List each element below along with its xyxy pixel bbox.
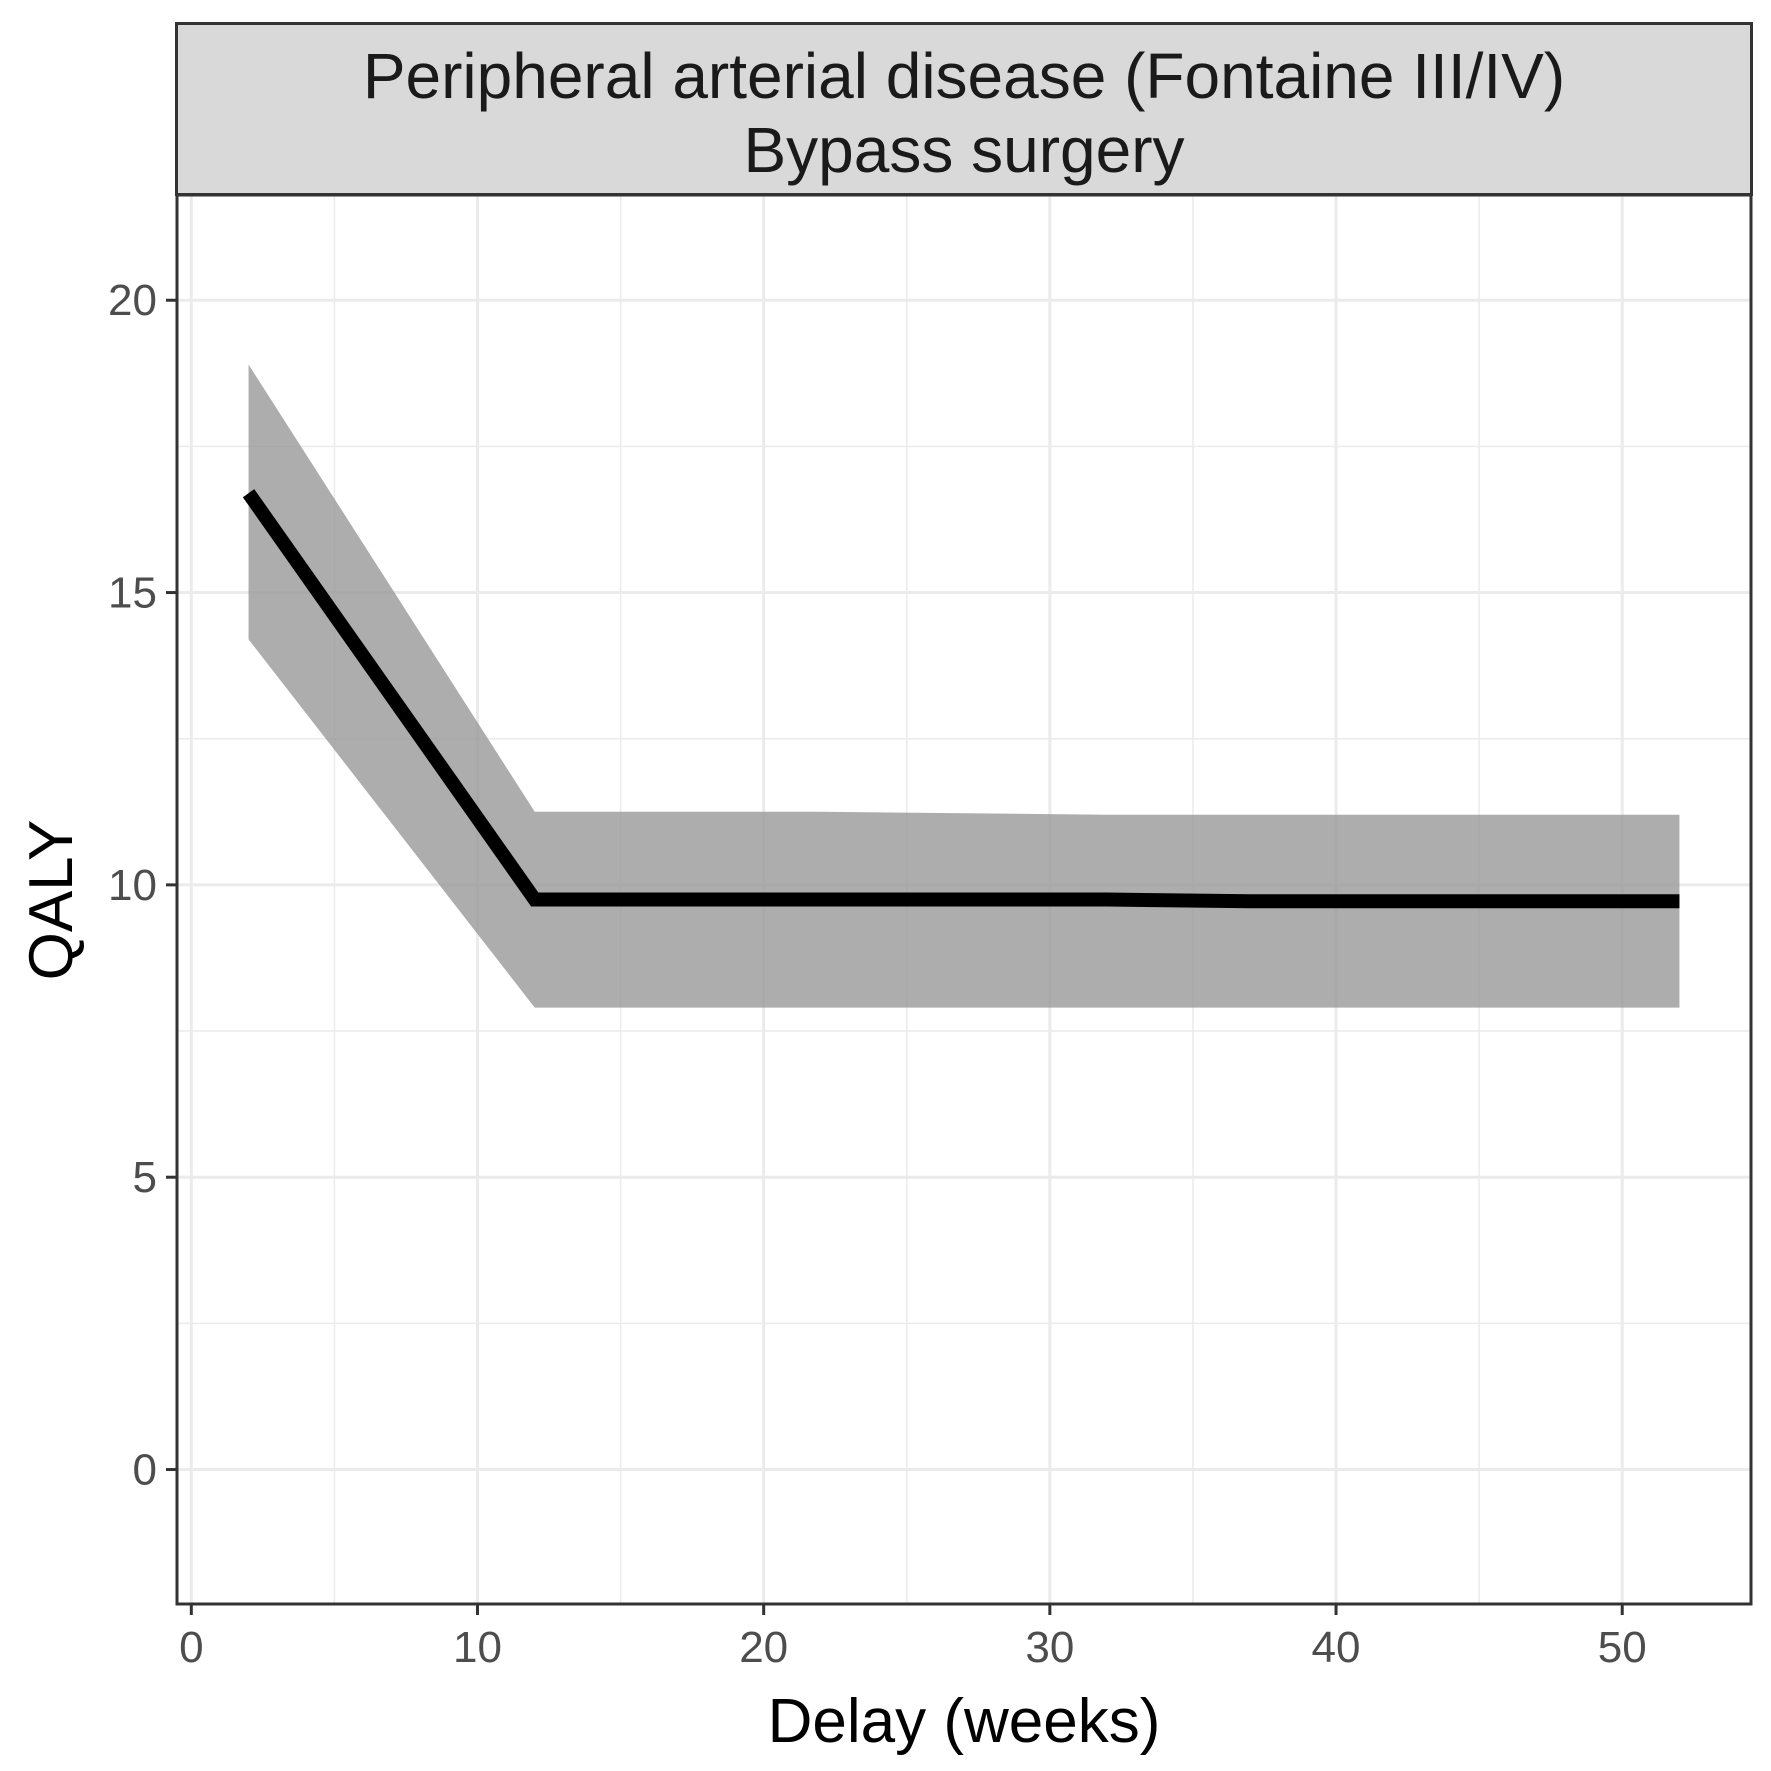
- y-axis-title: QALY: [17, 820, 86, 981]
- x-axis-ticks: 0 10 20 30 40 50: [179, 1604, 1647, 1672]
- x-tick-label: 10: [453, 1623, 502, 1672]
- x-tick-label: 0: [179, 1623, 203, 1672]
- facet-label-line2: Bypass surgery: [743, 114, 1184, 186]
- qaly-line: [242, 489, 1680, 909]
- x-tick-label: 40: [1312, 1623, 1361, 1672]
- panel-border: [175, 193, 1753, 1606]
- x-tick-label: 50: [1598, 1623, 1647, 1672]
- y-tick-label: 10: [108, 861, 157, 910]
- facet-label-line1: Peripheral arterial disease (Fontaine II…: [363, 40, 1565, 112]
- x-tick-label: 20: [739, 1623, 788, 1672]
- y-tick-label: 0: [133, 1446, 157, 1495]
- facet-strip: [175, 22, 1753, 196]
- qaly-line-layer: [242, 489, 1680, 909]
- y-tick-label: 20: [108, 276, 157, 325]
- x-tick-label: 30: [1025, 1623, 1074, 1672]
- x-axis-title: Delay (weeks): [768, 1687, 1161, 1756]
- confidence-ribbon-layer: [248, 364, 1680, 1008]
- confidence-ribbon: [248, 364, 1680, 1008]
- y-tick-label: 15: [108, 569, 157, 618]
- y-tick-label: 5: [133, 1153, 157, 1202]
- y-axis-ticks: 0 5 10 15 20: [108, 276, 177, 1495]
